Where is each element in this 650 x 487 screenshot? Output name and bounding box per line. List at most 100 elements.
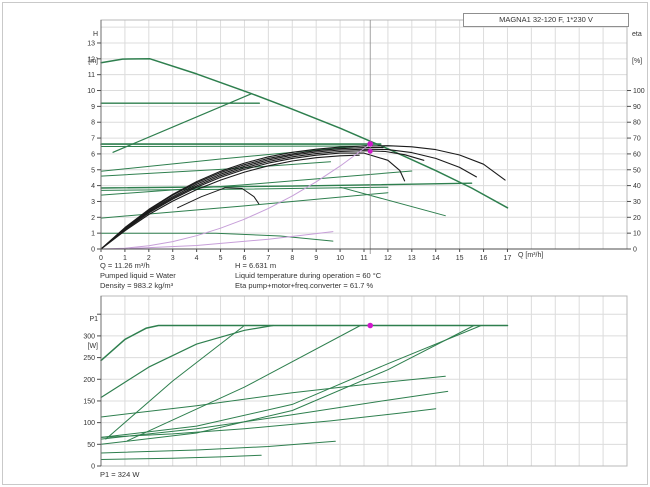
p1-axis-label-unit: [W] — [87, 343, 99, 350]
y-tick-label: 1 — [91, 231, 95, 238]
pump-title-box: MAGNA1 32-120 F, 1*230 V — [463, 13, 629, 27]
eta-tick-label: 80 — [633, 120, 641, 127]
qh-curve-g — [100, 232, 334, 242]
x-tick-label: 1 — [123, 255, 127, 262]
eta-tick-label: 10 — [633, 231, 641, 238]
x-tick-label: 14 — [432, 255, 440, 262]
y-tick-label: 10 — [87, 88, 95, 95]
system-curve-2 — [129, 231, 334, 249]
duty-point-eta — [367, 148, 373, 154]
eta-axis-label: eta [%] — [632, 12, 642, 84]
y-tick-label: 12 — [87, 56, 95, 63]
qh-curve-d — [100, 186, 389, 191]
eta-curve-6 — [100, 150, 425, 250]
power-curve-6 — [100, 325, 482, 438]
info-eta-total: Eta pump+motor+freq.converter = 61.7 % — [235, 281, 374, 290]
y-tick-label: 5 — [91, 167, 95, 174]
x-tick-label: 13 — [408, 255, 416, 262]
eta-tick-label: 0 — [633, 247, 637, 254]
x-tick-label: 17 — [504, 255, 512, 262]
power-curve-3 — [105, 325, 244, 440]
info-density: Density = 983.2 kg/m³ — [100, 281, 174, 290]
power-curve-2 — [100, 324, 274, 399]
p1-value-label: P1 = 324 W — [100, 470, 140, 479]
qh-const-pressure-h648 — [100, 145, 396, 147]
y-tick-label: 8 — [91, 120, 95, 127]
eta-axis-label-unit: [%] — [632, 58, 643, 65]
eta-curve-2 — [100, 148, 477, 250]
y-tick-label: 50 — [87, 442, 95, 449]
x-tick-label: 9 — [314, 255, 318, 262]
max-qh-curve — [100, 58, 509, 209]
qh-curve-h — [339, 186, 446, 217]
qh-curve-b — [100, 161, 331, 177]
duty-point-qh — [367, 141, 374, 147]
duty-point-power — [367, 322, 374, 329]
eta-tick-label: 100 — [633, 88, 645, 95]
power-curve-5 — [100, 325, 475, 445]
info-head: H = 6.631 m — [235, 261, 277, 270]
x-tick-label: 10 — [336, 255, 344, 262]
eta-curve-3 — [100, 152, 406, 250]
h-axis-label: H [m] — [76, 12, 98, 84]
eta-tick-label: 20 — [633, 215, 641, 222]
duty-info-right: H = 6.631 m Liquid temperature during op… — [235, 261, 381, 291]
info-flow: Q = 11.26 m³/h — [100, 261, 150, 270]
info-pumped-liquid: Pumped liquid = Water — [100, 271, 176, 280]
y-tick-label: 9 — [91, 104, 95, 111]
eta-tick-label: 40 — [633, 183, 641, 190]
x-tick-label: 6 — [243, 255, 247, 262]
h-axis-label-unit: [m] — [88, 58, 98, 65]
eta-tick-label: 90 — [633, 104, 641, 111]
x-tick-label: 12 — [384, 255, 392, 262]
eta-axis-label-symbol: eta — [632, 31, 642, 38]
qh-curve-a — [100, 144, 370, 172]
x-tick-label: 4 — [195, 255, 199, 262]
duty-info-left: Q = 11.26 m³/h Pumped liquid = Water Den… — [100, 261, 176, 291]
power-curve-9 — [100, 408, 437, 438]
qh-curve-e — [100, 170, 413, 196]
y-tick-label: 100 — [83, 420, 95, 427]
eta-curve-1 — [100, 145, 506, 250]
p1-axis-label-symbol: P1 — [89, 316, 98, 323]
y-tick-label: 250 — [83, 355, 95, 362]
power-curve-10 — [100, 440, 336, 454]
y-tick-label: 3 — [91, 199, 95, 206]
eta-tick-label: 50 — [633, 167, 641, 174]
x-tick-label: 5 — [219, 255, 223, 262]
system-curve — [100, 143, 371, 250]
x-tick-label: 2 — [147, 255, 151, 262]
qh-curve-c — [100, 182, 473, 189]
x-tick-label: 3 — [171, 255, 175, 262]
x-tick-label: 16 — [480, 255, 488, 262]
power-curve-7 — [100, 375, 446, 418]
x-tick-label: 7 — [266, 255, 270, 262]
eta-curve-branch — [177, 187, 260, 209]
y-tick-label: 11 — [88, 72, 95, 79]
y-tick-label: 4 — [91, 183, 95, 190]
eta-curve-4 — [100, 147, 384, 250]
y-tick-label: 6 — [91, 151, 95, 158]
x-tick-label: 11 — [360, 255, 367, 262]
max-power-curve — [100, 324, 509, 362]
h-axis-label-symbol: H — [92, 31, 98, 38]
y-tick-label: 200 — [83, 377, 95, 384]
power-curve-4 — [126, 325, 361, 442]
eta-tick-label: 30 — [633, 199, 641, 206]
x-tick-label: 0 — [99, 255, 103, 262]
info-liquid-temperature: Liquid temperature during operation = 60… — [235, 271, 382, 280]
qh-rising-diagonal — [112, 93, 253, 153]
power-curve-11 — [100, 454, 262, 460]
y-tick-label: 0 — [91, 247, 95, 254]
y-tick-label: 300 — [83, 333, 95, 340]
y-tick-label: 2 — [91, 215, 95, 222]
y-tick-label: 0 — [91, 464, 95, 471]
y-tick-label: 13 — [87, 40, 95, 47]
eta-tick-label: 70 — [633, 136, 641, 143]
p1-axis-label: P1 [W] — [76, 297, 99, 369]
eta-tick-label: 60 — [633, 151, 641, 158]
x-tick-label: 15 — [456, 255, 464, 262]
power-curve-8 — [100, 390, 449, 440]
